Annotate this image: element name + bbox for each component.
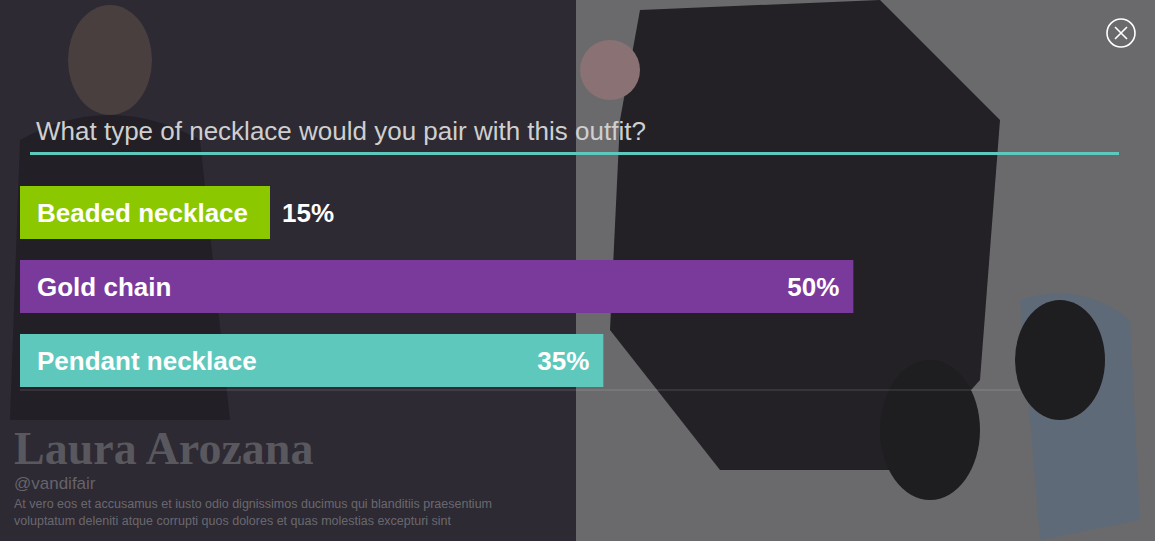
photo-shape xyxy=(68,5,152,115)
category-label: Gold chain xyxy=(37,272,171,302)
author-name: Laura Arozana xyxy=(14,424,544,474)
close-button[interactable] xyxy=(1107,19,1135,47)
author-text: At vero eos et accusamus et iusto odio d… xyxy=(14,496,544,530)
background-right xyxy=(0,0,1155,541)
photo-shape xyxy=(580,40,640,100)
bar xyxy=(20,186,270,239)
bar-labels: Beaded necklace 15% Gold chain 50% Pendant n… xyxy=(37,198,839,376)
data-label: 50% xyxy=(787,272,839,302)
bars xyxy=(20,186,853,387)
author-block: Laura Arozana@vandifairAt vero eos et ac… xyxy=(14,424,544,530)
data-label: 35% xyxy=(537,346,589,376)
value-axis xyxy=(20,390,1020,391)
category-label: Beaded necklace xyxy=(37,198,248,228)
close-cross[interactable] xyxy=(1115,27,1127,39)
bar xyxy=(20,260,853,313)
close-circle[interactable] xyxy=(1107,19,1135,47)
title: What type of necklace would you pair wit… xyxy=(36,116,646,146)
bar xyxy=(20,334,603,387)
title-underline xyxy=(30,152,1119,155)
photo-shape xyxy=(880,360,980,500)
author-handle: @vandifair xyxy=(14,474,544,494)
category-label: Pendant necklace xyxy=(37,346,257,376)
data-label: 15% xyxy=(282,198,334,228)
photo-shape xyxy=(1015,300,1105,420)
